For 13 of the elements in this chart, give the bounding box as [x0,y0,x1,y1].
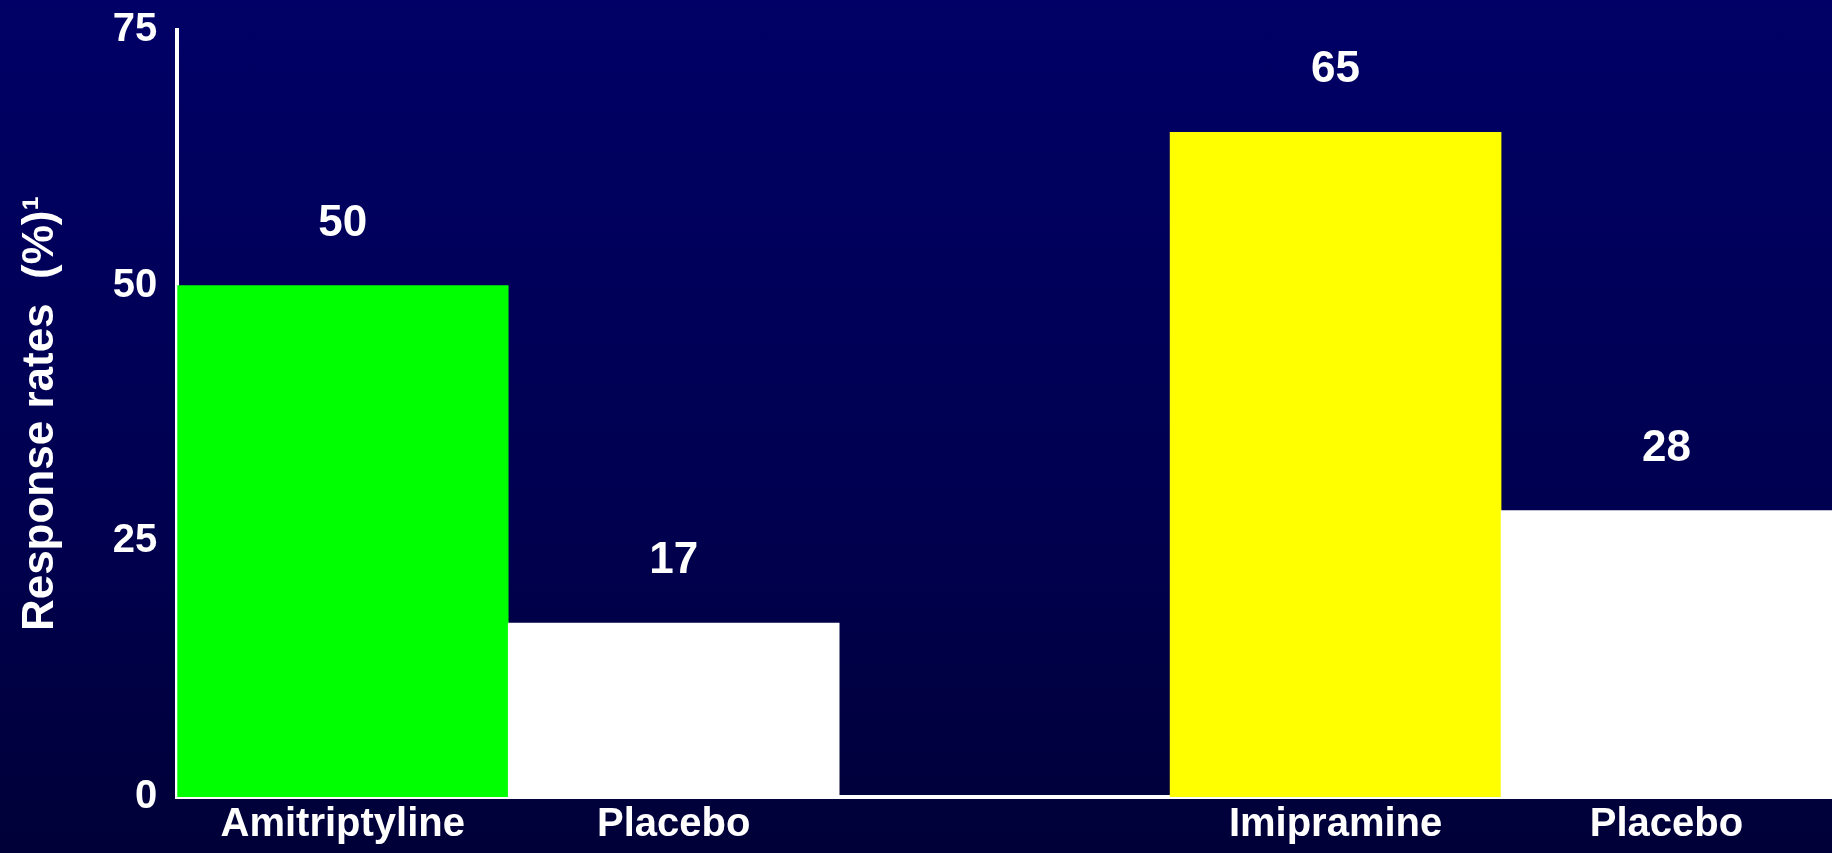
y-axis-title: Response rates (%)¹ [12,195,62,632]
x-tick-label: Placebo [597,800,751,845]
data-label: 50 [318,195,368,245]
y-tick-label: 75 [112,5,158,50]
data-label: 17 [649,533,699,583]
y-tick-label: 25 [112,516,158,561]
x-tick-label: Placebo [1589,800,1744,845]
x-tick-label: Imipramine [1228,800,1443,845]
x-tick-label: Amitriptyline [220,800,466,845]
data-label: 28 [1642,420,1692,470]
data-label: 65 [1311,42,1361,92]
y-tick-label: 50 [112,260,158,305]
y-tick-label: 0 [135,772,158,817]
